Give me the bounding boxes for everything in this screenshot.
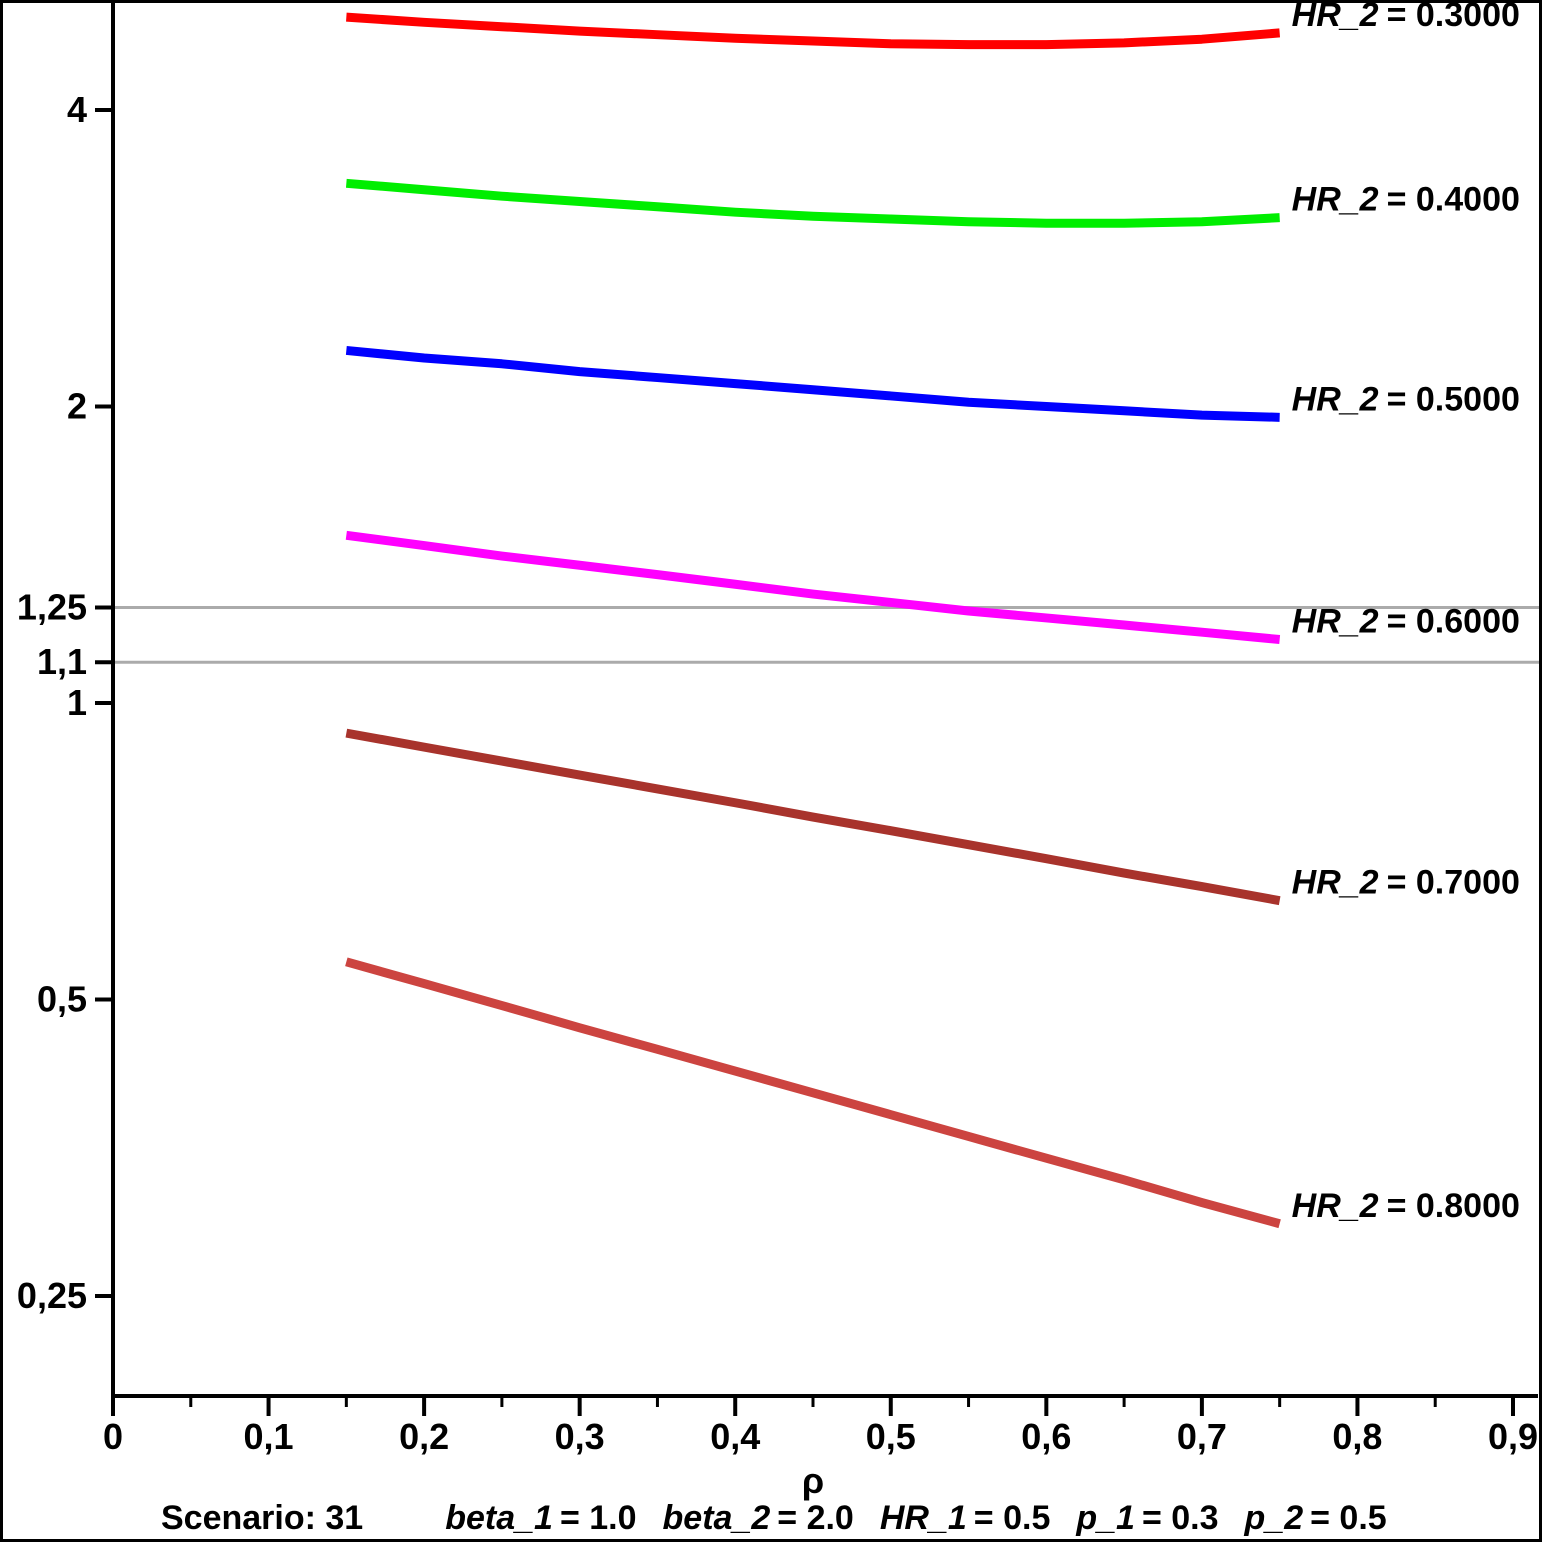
curve-label: HR_2 = 0.3000 bbox=[1292, 3, 1520, 34]
caption-param: p_2 = 0.5 bbox=[1245, 1499, 1387, 1538]
y-tick-label: 4 bbox=[67, 89, 87, 130]
curve-label-var: HR_2 bbox=[1292, 380, 1379, 418]
curve-label-var: HR_2 bbox=[1292, 1187, 1379, 1225]
y-tick-label: 2 bbox=[67, 386, 87, 427]
caption-param-name: HR_1 bbox=[879, 1499, 967, 1537]
y-tick-label: 1 bbox=[67, 682, 87, 723]
caption-param: beta_1 = 1.0 bbox=[445, 1499, 636, 1538]
curve-label-value: = 0.6000 bbox=[1387, 603, 1520, 641]
chart-caption: Scenario: 31 beta_1 = 1.0 beta_2 = 2.0 H… bbox=[161, 1499, 1387, 1538]
x-tick-label: 0,7 bbox=[1177, 1416, 1227, 1457]
y-tick-label: 0,5 bbox=[37, 979, 87, 1020]
x-tick-label: 0,9 bbox=[1488, 1416, 1538, 1457]
curve-0.7000 bbox=[345, 728, 1281, 906]
curve-0.6000 bbox=[345, 530, 1281, 644]
caption-param-value: = 0.5 bbox=[1310, 1499, 1387, 1537]
curve-label-value: = 0.8000 bbox=[1387, 1187, 1520, 1225]
x-tick-label: 0,5 bbox=[866, 1416, 916, 1457]
x-tick-label: 0,1 bbox=[244, 1416, 294, 1457]
curve-label: HR_2 = 0.6000 bbox=[1292, 603, 1520, 641]
caption-scenario: Scenario: 31 bbox=[161, 1499, 364, 1537]
curve-label-value: = 0.4000 bbox=[1387, 181, 1520, 219]
curve-0.8000 bbox=[345, 957, 1281, 1229]
x-ticks: 0 0,1 0,2 0,3 0,4 0,5 0,6 0,7 0,8 0,9 bbox=[103, 1396, 1538, 1457]
curve-label-value: = 0.3000 bbox=[1387, 3, 1520, 34]
caption-param: HR_1 = 0.5 bbox=[880, 1499, 1051, 1538]
reference-lines bbox=[115, 606, 1539, 664]
curve-0.3000 bbox=[346, 12, 1281, 50]
y-tick-label: 1,1 bbox=[37, 641, 87, 682]
curve-label: HR_2 = 0.4000 bbox=[1292, 181, 1520, 219]
curve-label: HR_2 = 0.5000 bbox=[1292, 380, 1520, 418]
curve-label-var: HR_2 bbox=[1292, 181, 1379, 219]
curve-label-var: HR_2 bbox=[1292, 3, 1379, 34]
caption-param-name: beta_1 bbox=[445, 1499, 553, 1537]
curves bbox=[345, 12, 1281, 1229]
curve-label: HR_2 = 0.7000 bbox=[1292, 864, 1520, 902]
caption-param-name: p_1 bbox=[1076, 1499, 1135, 1537]
x-axis-title: ρ bbox=[802, 1460, 824, 1501]
caption-param: beta_2 = 2.0 bbox=[663, 1499, 854, 1538]
curve-label-var: HR_2 bbox=[1292, 864, 1379, 902]
x-tick-label: 0,6 bbox=[1021, 1416, 1071, 1457]
x-tick-label: 0,4 bbox=[710, 1416, 760, 1457]
curve-label-value: = 0.5000 bbox=[1387, 380, 1520, 418]
caption-param-value: = 0.3 bbox=[1141, 1499, 1219, 1537]
axes bbox=[111, 3, 1538, 1398]
chart-svg: 0 0,1 0,2 0,3 0,4 0,5 0,6 0,7 0,8 0,9 4 2 1,25 1,11 0… bbox=[17, 3, 1539, 1501]
y-tick-label: 0,25 bbox=[17, 1275, 87, 1316]
x-tick-label: 0,3 bbox=[555, 1416, 605, 1457]
y-ticks: 4 2 1,25 1,11 0,5 0,25 bbox=[17, 89, 113, 1316]
caption-param-name: beta_2 bbox=[662, 1499, 771, 1537]
curve-label-var: HR_2 bbox=[1292, 603, 1379, 641]
curve-label-value: = 0.7000 bbox=[1387, 864, 1520, 902]
caption-param-value: = 1.0 bbox=[559, 1499, 637, 1537]
caption-param-name: p_2 bbox=[1244, 1499, 1304, 1537]
caption-param-value: = 0.5 bbox=[973, 1499, 1051, 1537]
x-tick-label: 0,8 bbox=[1332, 1416, 1382, 1457]
caption-param: p_1 = 0.3 bbox=[1076, 1499, 1218, 1538]
curve-0.4000 bbox=[345, 178, 1280, 228]
curve-label: HR_2 = 0.8000 bbox=[1292, 1187, 1520, 1225]
x-tick-label: 0,2 bbox=[399, 1416, 449, 1457]
caption-param-value: = 2.0 bbox=[777, 1499, 854, 1537]
curve-0.5000 bbox=[345, 345, 1280, 422]
y-tick-label: 1,25 bbox=[17, 587, 87, 628]
x-tick-label: 0 bbox=[103, 1416, 123, 1457]
